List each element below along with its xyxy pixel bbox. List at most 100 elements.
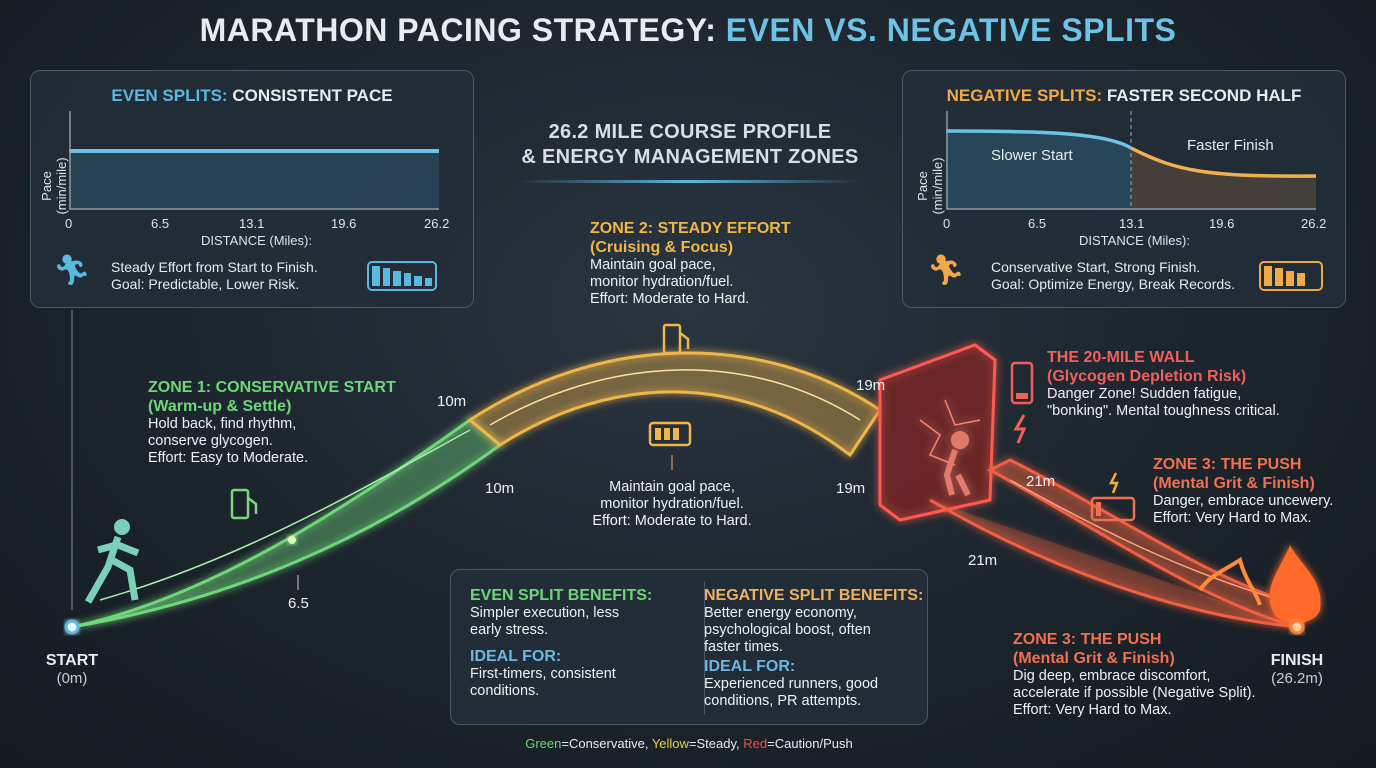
zone3-lower-description: ZONE 3: THE PUSH (Mental Grit & Finish) … bbox=[1013, 630, 1256, 719]
benefits-divider bbox=[704, 582, 705, 714]
battery-segment bbox=[372, 266, 380, 286]
negative-benefits: NEGATIVE SPLIT BENEFITS: Better energy e… bbox=[704, 586, 924, 710]
even-pace-area bbox=[69, 151, 439, 209]
battery-low-icon-zone3 bbox=[1090, 496, 1136, 522]
runner-start-icon bbox=[84, 519, 140, 604]
even-ideal-line: First-timers, consistent bbox=[470, 666, 616, 682]
even-axes bbox=[69, 111, 439, 210]
finish-point[interactable] bbox=[1289, 619, 1305, 635]
marker-6-5: 6.5 bbox=[288, 595, 309, 612]
marker-10m-upper: 10m bbox=[437, 393, 467, 410]
runner-icon: 🏃︎ bbox=[927, 254, 966, 287]
legend-red-text: =Caution/Push bbox=[767, 736, 853, 751]
subtitle-underline bbox=[520, 180, 860, 183]
zone3-lower-line: accelerate if possible (Negative Split). bbox=[1013, 685, 1256, 701]
even-x-axis-label: DISTANCE (Miles): bbox=[201, 233, 312, 248]
battery-segment bbox=[1264, 266, 1272, 286]
even-panel-title: EVEN SPLITS: CONSISTENT PACE bbox=[31, 86, 473, 106]
even-pace-chart bbox=[69, 111, 439, 210]
zone3-direction-arrow bbox=[1009, 479, 1281, 601]
finish-title: FINISH bbox=[1270, 652, 1324, 669]
even-tick: 19.6 bbox=[331, 216, 357, 231]
even-tick: 13.1 bbox=[239, 216, 265, 231]
wall-description: THE 20-MILE WALL (Glycogen Depletion Ris… bbox=[1047, 348, 1280, 420]
zone3-lower-title: ZONE 3: THE PUSH bbox=[1013, 631, 1162, 648]
even-splits-panel: EVEN SPLITS: CONSISTENT PACE Pace (min/m… bbox=[30, 70, 474, 308]
negative-ideal-line: Experienced runners, good bbox=[704, 676, 879, 692]
color-legend: Green=Conservative, Yellow=Steady, Red=C… bbox=[450, 736, 928, 751]
even-desc-2: Goal: Predictable, Lower Risk. bbox=[111, 276, 300, 292]
zone3-upper-description: ZONE 3: THE PUSH (Mental Grit & Finish) … bbox=[1153, 455, 1333, 527]
fire-icon bbox=[1269, 545, 1321, 624]
negative-desc-2: Goal: Optimize Energy, Break Records. bbox=[991, 276, 1236, 292]
lightning-icon-zone3 bbox=[1108, 472, 1119, 494]
negative-title-accent: NEGATIVE SPLITS: bbox=[946, 86, 1103, 105]
benefits-panel: EVEN SPLIT BENEFITS: Simpler execution, … bbox=[450, 569, 928, 725]
wall-icon bbox=[878, 343, 997, 522]
faster-finish-area bbox=[1131, 148, 1316, 209]
zone2-title: ZONE 2: STEADY EFFORT bbox=[590, 220, 791, 237]
zone2-direction-arrow bbox=[489, 369, 861, 426]
negative-y-axis-label: Pace (min/mile) bbox=[915, 157, 945, 215]
marker-19m-lower: 19m bbox=[836, 480, 866, 497]
battery-icon bbox=[1259, 261, 1323, 291]
negative-tick: 19.6 bbox=[1209, 216, 1235, 231]
zone3-lower-line: Dig deep, embrace discomfort, bbox=[1013, 668, 1211, 684]
wall-subtitle: (Glycogen Depletion Risk) bbox=[1047, 368, 1247, 385]
even-ideal-line: conditions. bbox=[470, 683, 540, 699]
negative-tick: 6.5 bbox=[1028, 216, 1047, 231]
battery-segment bbox=[393, 270, 401, 286]
even-tick: 26.2 bbox=[424, 216, 450, 231]
start-label: START (0m) bbox=[42, 652, 102, 687]
even-description: Steady Effort from Start to Finish. Goal:… bbox=[111, 259, 318, 293]
negative-benefits-line: Better energy economy, bbox=[704, 605, 857, 621]
zone2-lower-line: Maintain goal pace, bbox=[609, 479, 735, 495]
even-desc-1: Steady Effort from Start to Finish. bbox=[111, 259, 318, 275]
negative-ideal-line: conditions, PR attempts. bbox=[704, 693, 862, 709]
zone2-line: Maintain goal pace, bbox=[590, 257, 716, 273]
even-ideal-title: IDEAL FOR: bbox=[470, 648, 562, 665]
negative-x-axis-label: DISTANCE (Miles): bbox=[1079, 233, 1190, 248]
even-benefits: EVEN SPLIT BENEFITS: Simpler execution, … bbox=[470, 586, 695, 700]
negative-desc-1: Conservative Start, Strong Finish. bbox=[991, 259, 1201, 275]
wall-line: Danger Zone! Sudden fatigue, bbox=[1047, 386, 1242, 402]
runner-icon: 🏃︎ bbox=[53, 254, 92, 287]
negative-title-rest: FASTER SECOND HALF bbox=[1102, 86, 1302, 105]
start-point[interactable] bbox=[64, 619, 80, 635]
slower-start-line bbox=[946, 129, 1132, 150]
zone3-upper-title: ZONE 3: THE PUSH bbox=[1153, 456, 1302, 473]
marker-21m-lower: 21m bbox=[968, 552, 998, 569]
legend-yellow-text: =Steady, bbox=[688, 736, 744, 751]
course-subtitle: 26.2 MILE COURSE PROFILE & ENERGY MANAGEM… bbox=[490, 120, 890, 170]
even-benefits-line: Simpler execution, less bbox=[470, 605, 620, 621]
zone2-lower-line: Effort: Moderate to Hard. bbox=[592, 513, 752, 529]
zone2-lower-description: Maintain goal pace, monitor hydration/fu… bbox=[572, 479, 772, 530]
marker-19m-upper: 19m bbox=[856, 377, 886, 394]
battery-segment bbox=[1275, 268, 1283, 286]
zone1-line: conserve glycogen. bbox=[148, 433, 273, 449]
finish-distance: (26.2m) bbox=[1271, 670, 1323, 687]
zone2-line: Effort: Moderate to Hard. bbox=[590, 291, 750, 307]
legend-green: Green bbox=[525, 736, 562, 751]
zone1-subtitle: (Warm-up & Settle) bbox=[148, 398, 292, 415]
start-title: START bbox=[45, 652, 99, 669]
even-tick: 0 bbox=[65, 216, 73, 231]
even-benefits-line: early stress. bbox=[470, 622, 549, 638]
legend-green-text: =Conservative, bbox=[561, 736, 652, 751]
negative-tick: 13.1 bbox=[1119, 216, 1145, 231]
zone3-upper-line: Effort: Very Hard to Max. bbox=[1153, 510, 1312, 526]
title-part-2: EVEN VS. NEGATIVE SPLITS bbox=[725, 12, 1177, 48]
battery-icon bbox=[367, 261, 437, 291]
negative-panel-title: NEGATIVE SPLITS: FASTER SECOND HALF bbox=[903, 86, 1345, 106]
slower-start-area bbox=[946, 131, 1131, 209]
glow-dot bbox=[288, 536, 296, 544]
zone2-subtitle: (Cruising & Focus) bbox=[590, 239, 734, 256]
zone1-line: Effort: Easy to Moderate. bbox=[148, 450, 309, 466]
start-distance: (0m) bbox=[56, 670, 88, 687]
wall-line: "bonking". Mental toughness critical. bbox=[1047, 403, 1280, 419]
fuel-icon-zone2 bbox=[662, 323, 690, 355]
even-benefits-title: EVEN SPLIT BENEFITS: bbox=[470, 587, 653, 604]
even-title-rest: CONSISTENT PACE bbox=[227, 86, 393, 105]
battery-segment bbox=[403, 273, 411, 286]
